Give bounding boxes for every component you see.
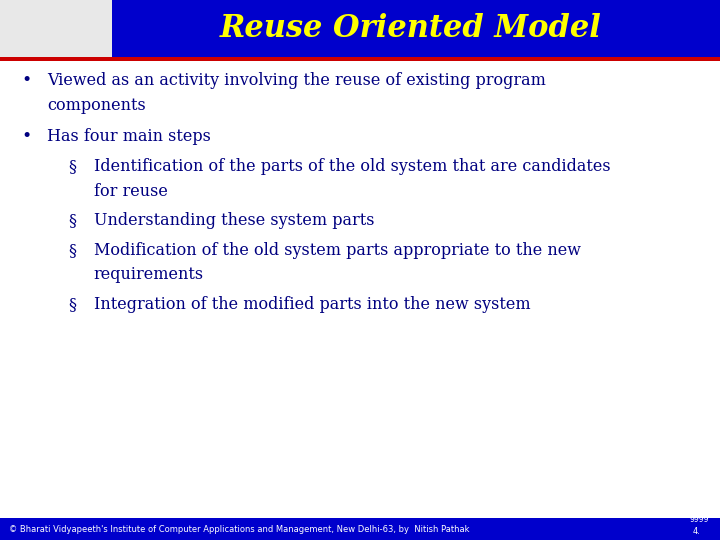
Text: 4.: 4. [693,526,701,536]
Bar [0,57,720,61]
Text: requirements: requirements [94,266,204,284]
Text: •: • [22,72,32,89]
Bar [0,0,112,57]
Text: for reuse: for reuse [94,183,168,200]
Text: Reuse Oriented Model: Reuse Oriented Model [220,13,601,44]
Text: §: § [68,158,76,175]
Text: © Bharati Vidyapeeth's Institute of Computer Applications and Management, New De: © Bharati Vidyapeeth's Institute of Comp… [9,525,469,534]
Text: Viewed as an activity involving the reuse of existing program: Viewed as an activity involving the reus… [47,72,546,89]
Text: Integration of the modified parts into the new system: Integration of the modified parts into t… [94,296,530,313]
Text: §: § [68,296,76,313]
Text: Understanding these system parts: Understanding these system parts [94,212,374,229]
Text: Identification of the parts of the old system that are candidates: Identification of the parts of the old s… [94,158,611,175]
Text: Has four main steps: Has four main steps [47,128,211,145]
Text: •: • [22,128,32,145]
Text: §: § [68,212,76,229]
Text: 9999: 9999 [690,515,709,524]
Bar [0,518,720,540]
Bar [0,0,720,57]
Bar [0,61,720,518]
Text: components: components [47,97,145,114]
Text: §: § [68,241,76,259]
Text: Modification of the old system parts appropriate to the new: Modification of the old system parts app… [94,241,580,259]
